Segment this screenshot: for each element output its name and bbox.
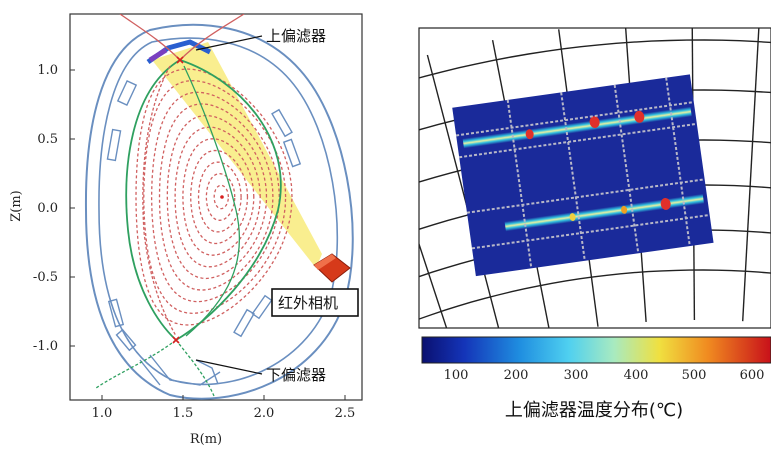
x-axis-label: R(m) <box>190 432 222 447</box>
y-axis: Z(m) 1.0 0.5 0.0 -0.5 -1.0 <box>9 63 75 354</box>
camera-label-box <box>271 288 359 317</box>
flux-surface-contour <box>182 138 255 256</box>
y-tick-label: 0.5 <box>37 132 58 147</box>
colorbar-tick-label: 100 <box>444 368 469 383</box>
colorbar-ticks: 100 200 300 400 500 600 <box>444 368 765 383</box>
colorbar-tick-label: 500 <box>682 368 707 383</box>
flux-surface-contour <box>143 79 287 315</box>
x-axis: 1.0 1.5 2.0 2.5 R(m) <box>92 395 356 447</box>
x-tick-label: 1.0 <box>92 406 113 421</box>
magnetic-axis-marker <box>220 195 224 199</box>
flux-surface-contour <box>174 126 261 268</box>
flux-surface-contour <box>213 184 230 210</box>
y-tick-label: 0.0 <box>37 201 58 216</box>
temperature-colorbar <box>421 336 771 364</box>
flux-surface-contour <box>166 114 268 280</box>
colorbar-tick-label: 600 <box>740 368 765 383</box>
x-tick-label: 2.0 <box>254 406 275 421</box>
divertor-legs <box>95 14 245 397</box>
annotation-leaders <box>195 35 263 375</box>
poloidal-cross-section-panel: 上偏滤器 下偏滤器 红外相机 Z(m) 1.0 0.5 0.0 -0.5 -1.… <box>9 13 363 447</box>
hot-stripe-lower <box>504 193 705 232</box>
y-ticks <box>70 69 75 347</box>
flux-surfaces <box>135 68 293 326</box>
flux-surface-contour <box>158 103 274 291</box>
colorbar-tick-label: 400 <box>624 368 649 383</box>
y-tick-label: -0.5 <box>33 270 58 285</box>
y-axis-label: Z(m) <box>9 190 24 222</box>
tile-grid-arc <box>419 269 771 320</box>
y-tick-label: -1.0 <box>33 339 58 354</box>
flux-surface-contour <box>135 68 293 326</box>
flux-surface-contour <box>150 91 280 303</box>
tile-grid-radial-line <box>742 28 760 322</box>
upper-divertor-label: 上偏滤器 <box>266 27 326 45</box>
tile-grid-radial-line <box>419 241 448 328</box>
colorbar-tick-label: 200 <box>504 368 529 383</box>
temperature-heatmap <box>452 74 714 277</box>
first-wall-tiles <box>106 79 302 386</box>
x-point-markers <box>172 56 184 344</box>
temperature-caption: 上偏滤器温度分布(℃) <box>505 400 683 421</box>
tile-grid-arc <box>419 229 771 278</box>
x-tick-label: 1.5 <box>173 406 194 421</box>
infrared-camera-icon <box>313 253 351 283</box>
outer-vessel-wall <box>84 23 354 400</box>
flux-surface-contour <box>190 149 249 245</box>
upper-divertor-strike-point <box>148 47 168 63</box>
tile-grid-arc <box>419 139 771 183</box>
camera-view-cone <box>152 42 322 268</box>
x-ticks <box>101 395 346 400</box>
inner-vessel-wall <box>98 37 339 386</box>
hot-spots <box>525 110 671 222</box>
lower-divertor-label: 下偏滤器 <box>266 366 326 384</box>
camera-label: 红外相机 <box>278 294 338 312</box>
colorbar-tick-label: 300 <box>564 368 589 383</box>
y-tick-label: 1.0 <box>37 63 58 78</box>
tile-grid-arc <box>419 184 771 230</box>
x-tick-label: 2.5 <box>335 406 356 421</box>
divertor-temperature-panel: 100 200 300 400 500 600 上偏滤器温度分布(℃) <box>418 27 771 421</box>
flux-surface-contour <box>197 161 242 233</box>
tile-grid-arc <box>419 89 771 131</box>
tile-grid-arc <box>419 39 771 79</box>
